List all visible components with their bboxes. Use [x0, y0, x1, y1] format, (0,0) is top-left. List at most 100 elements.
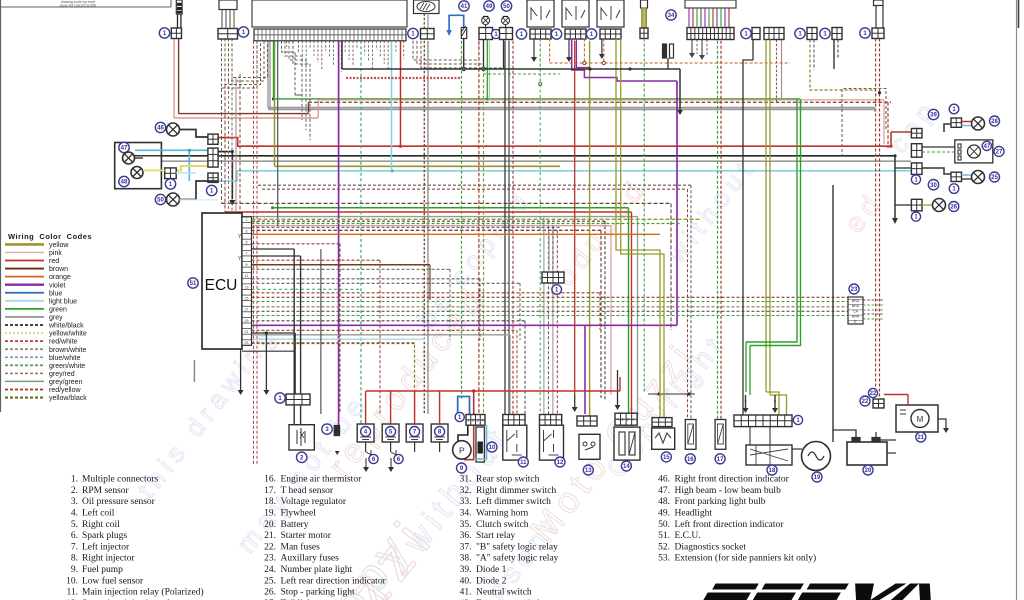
svg-text:drawing scale top level: drawing scale top level	[61, 0, 96, 4]
svg-text:5.: 5.	[71, 520, 78, 530]
svg-text:Neutral switch: Neutral switch	[476, 588, 532, 598]
svg-text:1: 1	[169, 182, 173, 188]
svg-text:16: 16	[687, 457, 694, 463]
svg-text:51: 51	[190, 281, 197, 287]
svg-text:Right front direction indicato: Right front direction indicator	[675, 474, 790, 485]
svg-text:47: 47	[121, 146, 128, 152]
svg-text:light blue: light blue	[49, 298, 77, 305]
svg-text:RPM sensor: RPM sensor	[82, 486, 130, 496]
svg-text:Right dimmer switch: Right dimmer switch	[476, 486, 556, 496]
svg-text:1: 1	[278, 396, 282, 402]
svg-text:17.: 17.	[264, 486, 276, 496]
svg-text:2.: 2.	[71, 486, 78, 496]
svg-text:15: 15	[245, 296, 249, 300]
svg-text:14: 14	[623, 464, 630, 470]
svg-text:P: P	[459, 446, 465, 456]
svg-text:grey: grey	[49, 315, 63, 322]
svg-text:Left rear direction indicator: Left rear direction indicator	[281, 575, 387, 586]
svg-text:yellow/black: yellow/black	[49, 395, 87, 402]
svg-text:1: 1	[520, 32, 524, 38]
svg-text:Warning horn: Warning horn	[476, 509, 529, 519]
svg-text:red/white: red/white	[49, 339, 78, 346]
svg-text:35.: 35.	[460, 520, 472, 530]
svg-text:38.: 38.	[460, 554, 472, 564]
svg-text:4: 4	[482, 419, 484, 423]
svg-text:5: 5	[389, 430, 393, 436]
svg-text:Start relay: Start relay	[476, 531, 516, 541]
svg-text:T head sensor: T head sensor	[281, 486, 334, 496]
svg-text:1: 1	[823, 32, 827, 38]
svg-text:22.: 22.	[264, 542, 276, 552]
svg-text:3: 3	[246, 229, 248, 233]
svg-text:Auxillary fuses: Auxillary fuses	[281, 553, 340, 564]
svg-text:M: M	[917, 415, 924, 424]
svg-text:High beam - low beam bulb: High beam - low beam bulb	[675, 486, 782, 496]
svg-text:9: 9	[246, 263, 248, 267]
svg-text:9: 9	[460, 466, 464, 472]
svg-text:46.: 46.	[658, 475, 670, 485]
svg-text:1: 1	[458, 415, 462, 421]
svg-text:Extension (for side panniers k: Extension (for side panniers kit only)	[675, 553, 817, 564]
svg-text:grey/red: grey/red	[49, 371, 75, 378]
svg-text:21.: 21.	[264, 531, 276, 541]
svg-text:orange: orange	[49, 274, 71, 281]
svg-text:1: 1	[210, 189, 214, 195]
svg-text:1: 1	[242, 30, 246, 36]
svg-text:25.: 25.	[264, 576, 276, 586]
svg-text:53.: 53.	[658, 554, 670, 564]
svg-text:3: 3	[622, 418, 624, 422]
svg-text:E: E	[854, 320, 857, 324]
svg-text:30: 30	[930, 183, 937, 189]
svg-text:Right injector: Right injector	[82, 554, 135, 564]
svg-text:23: 23	[245, 341, 249, 345]
svg-text:13: 13	[245, 285, 249, 289]
svg-text:Rear stop switch: Rear stop switch	[476, 475, 540, 485]
svg-text:1: 1	[590, 32, 594, 38]
svg-text:blue/white: blue/white	[49, 355, 81, 362]
svg-text:11.: 11.	[66, 588, 78, 598]
svg-text:red/yellow: red/yellow	[49, 387, 81, 394]
svg-text:E.C.U.: E.C.U.	[675, 531, 701, 541]
svg-text:1: 1	[555, 32, 559, 38]
svg-text:yellow/white: yellow/white	[49, 331, 87, 338]
svg-text:grey/green: grey/green	[49, 379, 83, 386]
svg-text:2: 2	[627, 418, 629, 422]
svg-text:Low fuel sensor: Low fuel sensor	[82, 575, 144, 586]
svg-text:Tail light: Tail light	[281, 599, 316, 600]
svg-text:4.: 4.	[71, 509, 78, 519]
svg-text:1: 1	[863, 31, 867, 37]
svg-text:2: 2	[472, 419, 474, 423]
svg-text:1: 1	[411, 32, 415, 38]
svg-text:26: 26	[950, 205, 957, 211]
svg-text:violet: violet	[49, 282, 65, 289]
svg-text:1: 1	[467, 419, 469, 423]
svg-text:CA: CA	[853, 309, 859, 313]
svg-text:42.: 42.	[460, 599, 472, 600]
svg-text:49: 49	[486, 4, 493, 10]
svg-text:19.: 19.	[264, 509, 276, 519]
svg-text:BRA: BRA	[852, 304, 860, 308]
svg-text:7: 7	[246, 252, 248, 256]
svg-text:1: 1	[914, 215, 918, 221]
svg-text:25: 25	[991, 175, 998, 181]
svg-text:Oil pressure sensor: Oil pressure sensor	[82, 497, 156, 507]
svg-text:Left front direction indicator: Left front direction indicator	[675, 519, 785, 530]
svg-text:1: 1	[246, 218, 248, 222]
svg-text:1: 1	[555, 288, 559, 294]
svg-text:48: 48	[121, 180, 128, 186]
svg-text:Headlight: Headlight	[675, 509, 713, 519]
svg-text:Battery: Battery	[281, 520, 309, 530]
svg-text:20: 20	[865, 468, 872, 474]
svg-text:Wiring Color Codes: Wiring Color Codes	[8, 232, 92, 241]
svg-text:51.: 51.	[658, 531, 670, 541]
svg-text:22: 22	[862, 399, 869, 405]
svg-text:11: 11	[245, 274, 249, 278]
svg-text:12: 12	[557, 460, 564, 466]
svg-text:1: 1	[744, 32, 748, 38]
svg-text:27: 27	[996, 150, 1003, 156]
svg-text:3.: 3.	[71, 497, 78, 507]
svg-text:22: 22	[870, 391, 877, 397]
svg-text:11: 11	[520, 460, 527, 466]
svg-text:pink: pink	[49, 250, 62, 257]
svg-text:52.: 52.	[658, 542, 670, 552]
